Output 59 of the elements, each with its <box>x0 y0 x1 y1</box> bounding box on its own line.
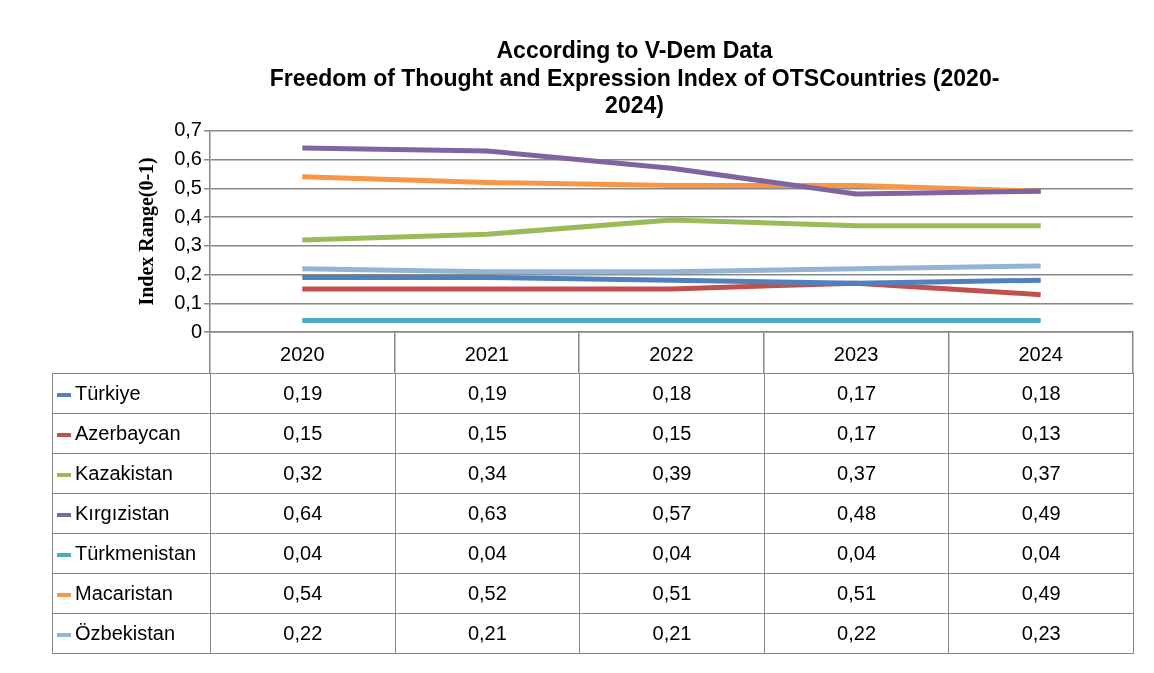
data-label: 0,37 <box>764 453 949 494</box>
x-tick-label: 2024 <box>1018 342 1063 365</box>
y-tick-label: 0,2 <box>174 262 202 285</box>
data-label: 0,34 <box>395 453 580 494</box>
data-label: 0,52 <box>395 573 580 614</box>
x-tick-label: 2023 <box>833 342 879 365</box>
data-label: 0,19 <box>395 373 580 414</box>
legend-label: Özbekistan <box>52 613 211 654</box>
data-label: 0,51 <box>579 573 765 614</box>
data-label: 0,04 <box>579 533 765 574</box>
data-label: 0,17 <box>764 413 949 454</box>
data-label: 0,17 <box>764 373 949 414</box>
data-label: 0,63 <box>395 493 580 534</box>
legend-label: Kırgızistan <box>52 493 211 534</box>
data-label: 0,13 <box>948 413 1134 454</box>
legend-label: Macaristan <box>52 573 211 614</box>
data-label: 0,49 <box>948 493 1134 534</box>
data-label: 0,49 <box>948 573 1134 614</box>
data-label: 0,57 <box>579 493 765 534</box>
data-label: 0,54 <box>210 573 396 614</box>
data-label: 0,23 <box>948 613 1134 654</box>
data-label: 0,18 <box>579 373 765 414</box>
y-tick-label: 0,6 <box>174 147 202 170</box>
data-label: 0,37 <box>948 453 1134 494</box>
y-tick-label: 0 <box>190 319 202 342</box>
x-tick-label: 2022 <box>649 342 694 365</box>
data-label: 0,15 <box>210 413 396 454</box>
y-tick-label: 0,3 <box>174 233 202 256</box>
data-label: 0,15 <box>395 413 580 454</box>
data-label: 0,39 <box>579 453 765 494</box>
y-tick-label: 0,5 <box>174 175 202 198</box>
data-label: 0,51 <box>764 573 949 614</box>
data-label: 0,64 <box>210 493 396 534</box>
text: 2024) <box>605 92 664 119</box>
data-label: 0,04 <box>764 533 949 574</box>
legend-label: Kazakistan <box>52 453 211 494</box>
x-tick-label: 2021 <box>464 342 510 365</box>
data-label: 0,04 <box>210 533 396 574</box>
legend-label: Türkiye <box>52 373 211 414</box>
text: According to V-Dem Data <box>496 37 773 64</box>
y-tick-label: 0,1 <box>174 290 202 313</box>
data-label: 0,19 <box>210 373 396 414</box>
data-label: 0,15 <box>579 413 765 454</box>
data-label: 0,21 <box>579 613 765 654</box>
data-label: 0,48 <box>764 493 949 534</box>
y-tick-label: 0,4 <box>174 204 202 227</box>
x-tick-label: 2020 <box>280 342 325 365</box>
y-tick-label: 0,7 <box>174 118 202 141</box>
data-label: 0,22 <box>764 613 949 654</box>
data-label: 0,22 <box>210 613 396 654</box>
y-axis-title: Index Range(0-1) <box>135 157 159 306</box>
data-label: 0,04 <box>948 533 1134 574</box>
data-label: 0,04 <box>395 533 580 574</box>
legend-label: Azerbaycan <box>52 413 211 454</box>
data-label: 0,21 <box>395 613 580 654</box>
legend-label: Türkmenistan <box>52 533 211 574</box>
data-label: 0,18 <box>948 373 1134 414</box>
data-label: 0,32 <box>210 453 396 494</box>
text: Freedom of Thought and Expression Index of OTSCountries (2020- <box>269 64 1000 91</box>
